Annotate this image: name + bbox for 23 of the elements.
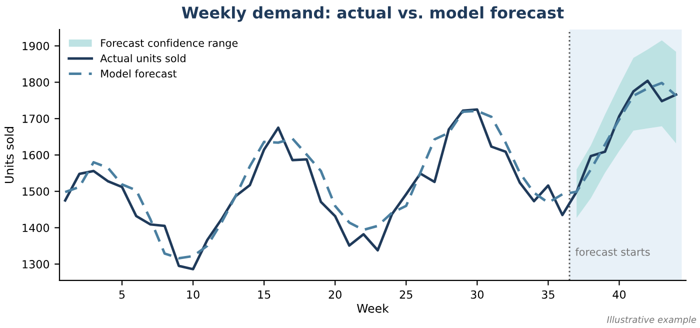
x-tick-label: 25 <box>400 290 412 299</box>
x-tick-label: 40 <box>612 290 626 299</box>
legend-label: Forecast confidence range <box>101 38 238 49</box>
y-tick-label: 1600 <box>22 150 50 160</box>
y-tick-label: 1800 <box>22 78 50 87</box>
ref-line-label: forecast starts <box>575 248 650 256</box>
y-tick-label: 1300 <box>22 260 50 268</box>
y-tick-label: 1500 <box>22 187 50 196</box>
x-axis-title: Week <box>356 304 389 313</box>
x-tick-label: 20 <box>328 290 342 299</box>
y-tick-label: 1700 <box>22 114 50 123</box>
x-tick-label: 15 <box>258 290 270 299</box>
legend-label: Model forecast <box>101 69 177 78</box>
x-tick-label: 5 <box>119 290 125 299</box>
legend-label: Actual units sold <box>100 54 186 62</box>
x-tick-label: 30 <box>470 290 484 299</box>
y-tick-label: 1400 <box>22 224 50 232</box>
text: Illustrative example <box>607 316 696 325</box>
chart-title: Weekly demand: actual vs. model forecast <box>182 6 564 22</box>
x-tick-label: 35 <box>542 290 554 299</box>
y-tick-label: 1900 <box>22 42 50 50</box>
y-axis-title: Units sold <box>4 127 14 183</box>
x-tick-label: 10 <box>187 290 200 299</box>
